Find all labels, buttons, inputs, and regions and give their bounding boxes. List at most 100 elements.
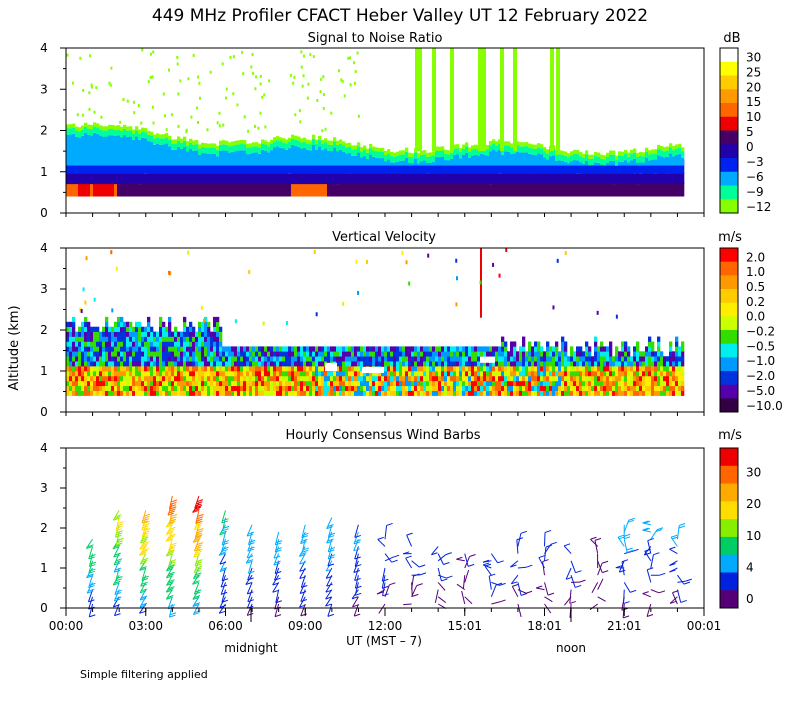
snr-cell <box>369 144 372 148</box>
snr-speckle <box>257 127 259 130</box>
velocity-cell <box>219 356 222 361</box>
velocity-cell <box>603 386 606 391</box>
velocity-cell <box>174 386 177 391</box>
snr-cell <box>546 149 549 153</box>
velocity-cell <box>174 346 177 351</box>
snr-cell <box>348 153 351 165</box>
snr-speckle <box>100 116 102 119</box>
velocity-cell <box>102 361 105 366</box>
velocity-cell <box>570 376 573 381</box>
snr-cell <box>438 157 441 165</box>
velocity-cell <box>552 346 555 351</box>
velocity-cell <box>111 337 114 342</box>
velocity-cell <box>429 346 432 351</box>
velocity-cell <box>465 386 468 391</box>
barb-shaft <box>378 539 385 546</box>
velocity-cell <box>93 346 96 351</box>
velocity-speckle <box>110 250 112 254</box>
velocity-cell <box>210 351 213 356</box>
snr-cell <box>624 160 627 165</box>
wind-barb <box>643 592 651 597</box>
velocity-cell <box>147 332 150 337</box>
velocity-cell <box>297 386 300 391</box>
barb-shaft <box>643 530 651 532</box>
snr-cell <box>102 130 105 136</box>
velocity-cell <box>186 381 189 386</box>
velocity-cell <box>636 341 639 346</box>
velocity-cell <box>96 327 99 332</box>
snr-speckle <box>330 112 332 115</box>
velocity-cell <box>102 327 105 332</box>
velocity-speckle <box>456 276 458 280</box>
velocity-cell <box>432 356 435 361</box>
velocity-cell <box>222 386 225 391</box>
snr-cell <box>300 142 303 148</box>
velocity-cell <box>654 356 657 361</box>
snr-cell <box>396 152 399 156</box>
wind-barb <box>222 590 228 603</box>
velocity-cell <box>639 386 642 391</box>
velocity-cell <box>276 366 279 371</box>
velocity-cell <box>159 317 162 322</box>
velocity-cell <box>303 356 306 361</box>
colorbar-swatch <box>720 385 738 399</box>
velocity-cell <box>231 381 234 386</box>
velocity-cell <box>588 361 591 366</box>
velocity-cell <box>489 346 492 351</box>
velocity-cell <box>414 381 417 386</box>
snr-cell <box>570 162 573 166</box>
velocity-cell <box>300 346 303 351</box>
velocity-cell <box>258 371 261 376</box>
wind-panel-title: Hourly Consensus Wind Barbs <box>285 428 480 443</box>
snr-cell <box>174 150 177 166</box>
velocity-cell <box>318 366 321 371</box>
velocity-cell <box>141 366 144 371</box>
velocity-cell <box>99 332 102 337</box>
velocity-cell <box>543 386 546 391</box>
velocity-cell <box>663 381 666 386</box>
velocity-cell <box>117 337 120 342</box>
velocity-cell <box>210 341 213 346</box>
snr-speckle <box>91 86 93 89</box>
velocity-cell <box>90 346 93 351</box>
snr-cell <box>666 151 669 157</box>
velocity-cell <box>102 366 105 371</box>
velocity-cell <box>252 386 255 391</box>
snr-cell <box>603 155 606 159</box>
snr-cell <box>420 173 423 184</box>
velocity-cell <box>171 376 174 381</box>
velocity-cell <box>84 386 87 391</box>
wind-barb <box>571 561 581 573</box>
velocity-speckle <box>94 298 96 302</box>
wind-barb <box>354 561 360 573</box>
velocity-cell <box>636 356 639 361</box>
velocity-cell <box>198 356 201 361</box>
snr-cell <box>195 144 198 150</box>
snr-cell <box>150 132 153 136</box>
snr-cell <box>453 165 456 174</box>
snr-cell <box>192 151 195 166</box>
velocity-cell <box>186 391 189 396</box>
velocity-cell <box>150 381 153 386</box>
snr-cell <box>357 183 360 197</box>
velocity-cell <box>276 391 279 396</box>
velocity-cell <box>207 351 210 356</box>
barb-feather <box>443 563 449 565</box>
velocity-cell <box>444 376 447 381</box>
velocity-cell <box>177 351 180 356</box>
colorbar-tick-label: 1.0 <box>746 265 765 279</box>
velocity-cell <box>240 351 243 356</box>
snr-cell <box>261 173 264 184</box>
velocity-cell <box>165 371 168 376</box>
velocity-cell <box>540 366 543 371</box>
velocity-cell <box>219 351 222 356</box>
velocity-cell <box>114 391 117 396</box>
velocity-speckle <box>616 315 618 319</box>
velocity-cell <box>555 391 558 396</box>
velocity-cell <box>144 346 147 351</box>
velocity-cell <box>174 361 177 366</box>
snr-cell <box>330 145 333 151</box>
velocity-cell <box>330 346 333 351</box>
velocity-cell <box>624 376 627 381</box>
velocity-cell <box>555 376 558 381</box>
